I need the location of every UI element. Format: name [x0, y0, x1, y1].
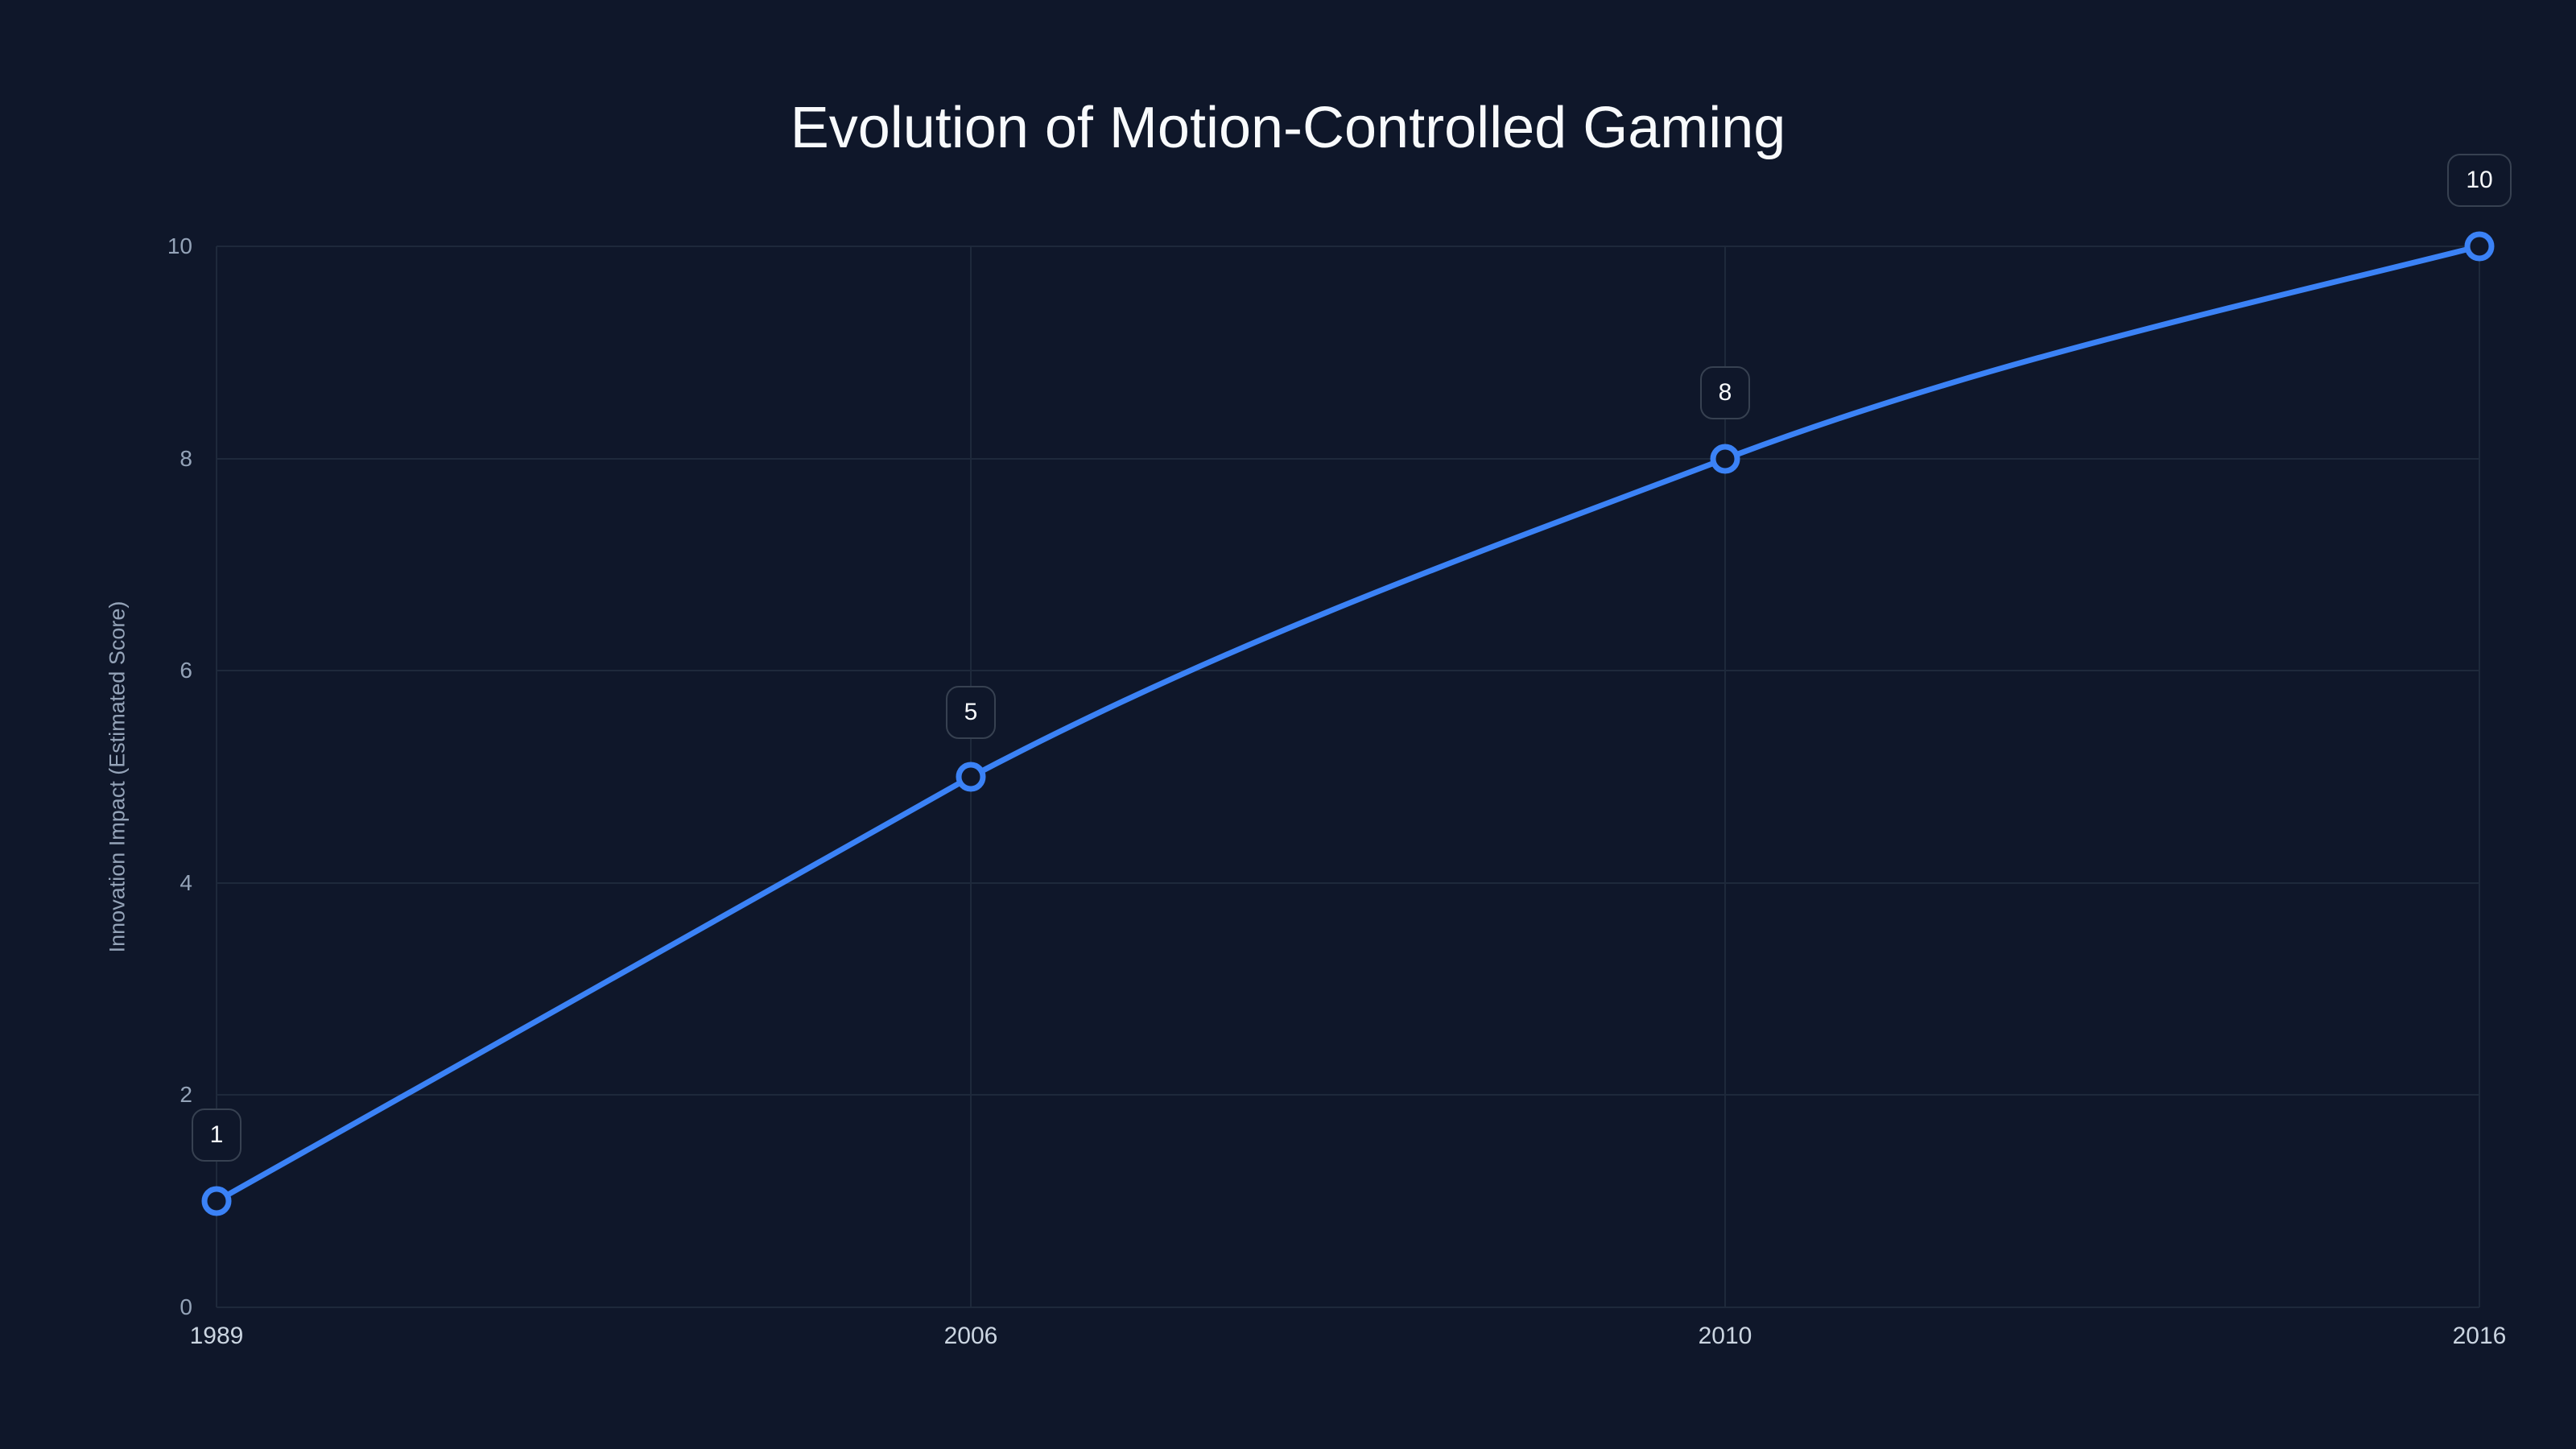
- y-tick: 2: [180, 1082, 192, 1107]
- x-tick: 2010: [1698, 1323, 1752, 1349]
- data-point[interactable]: [956, 762, 986, 792]
- grid: [216, 246, 2480, 1308]
- chart-title: Evolution of Motion-Controlled Gaming: [790, 96, 1786, 160]
- data-label: 1: [192, 1108, 242, 1162]
- data-label: 5: [946, 686, 996, 739]
- y-tick: 0: [180, 1294, 192, 1319]
- data-point[interactable]: [2464, 231, 2495, 262]
- x-tick: 1989: [189, 1323, 244, 1349]
- y-axis-label: Innovation Impact (Estimated Score): [105, 601, 130, 953]
- y-tick: 6: [180, 658, 192, 683]
- x-tick: 2006: [943, 1323, 998, 1349]
- data-label: 8: [1700, 366, 1750, 419]
- y-tick: 8: [180, 446, 192, 471]
- y-tick: 10: [167, 233, 192, 258]
- data-point[interactable]: [1710, 444, 1740, 474]
- x-tick: 2016: [2452, 1323, 2507, 1349]
- y-tick: 4: [180, 870, 192, 895]
- data-point[interactable]: [201, 1186, 232, 1216]
- data-label: 10: [2447, 154, 2512, 207]
- series-line: [213, 243, 2483, 1204]
- data-points: [201, 231, 2495, 1216]
